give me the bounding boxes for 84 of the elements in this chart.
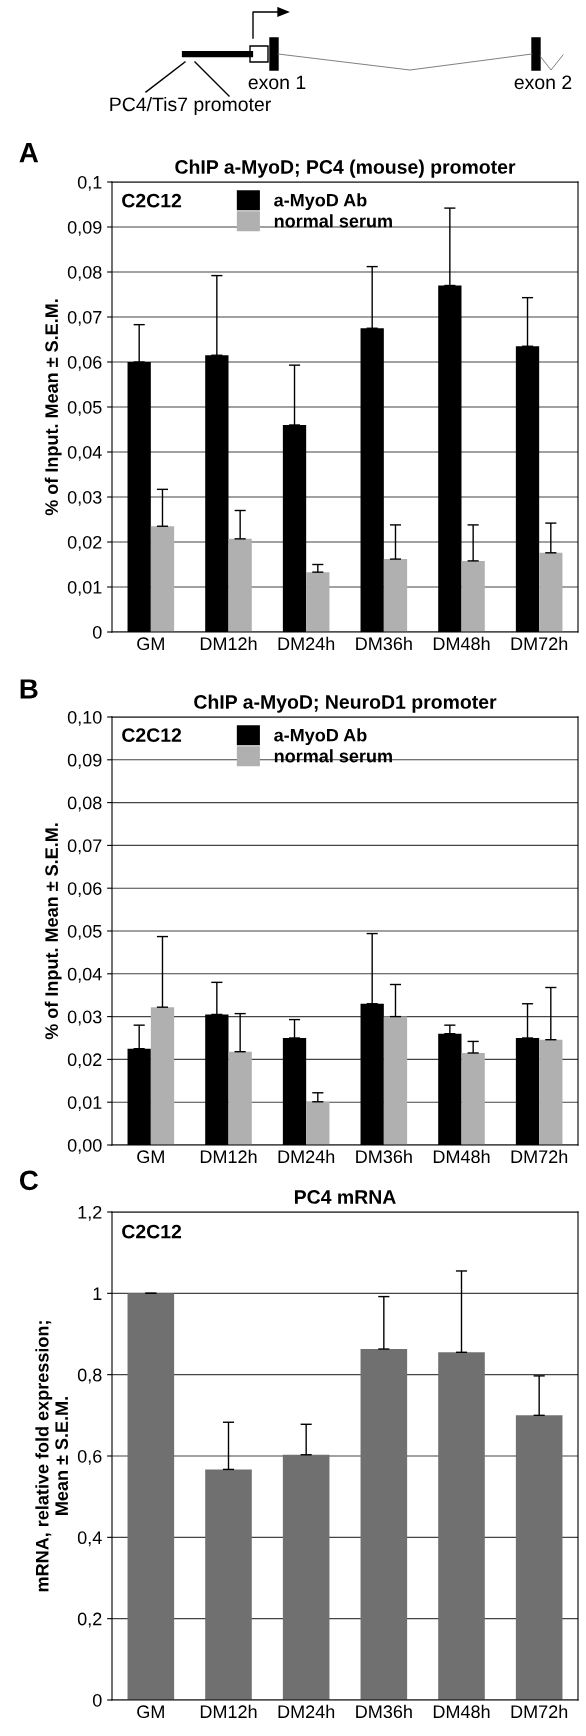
- x-tick-label: GM: [137, 1150, 164, 1164]
- bar: [282, 1454, 330, 1700]
- text: A: [19, 143, 39, 163]
- annotation: C2C12: [122, 728, 182, 742]
- y-tick-label: 0,05: [67, 924, 102, 940]
- legend-label: normal serum: [274, 749, 392, 763]
- x-tick-label: DM24h: [278, 1704, 335, 1718]
- y-tick-label: 0,03: [67, 1010, 102, 1026]
- text: exon 1: [248, 75, 306, 90]
- legend-label: a-MyoD Ab: [274, 728, 367, 746]
- y-tick-label: 0,02: [67, 1053, 102, 1069]
- x-tick-label: DM48h: [433, 1704, 490, 1719]
- bar: [127, 1293, 175, 1700]
- x-tick-label: DM36h: [356, 1149, 412, 1164]
- x-tick-label: DM72h: [511, 1704, 568, 1718]
- y-tick-label: 0,07: [67, 839, 102, 855]
- x-tick-label: DM24h: [278, 1149, 335, 1163]
- text: PC4/Tis7 promoter: [110, 96, 271, 116]
- bar: [306, 572, 330, 632]
- y-tick-label: 0,04: [67, 445, 102, 461]
- annotation: C2C12: [122, 1224, 182, 1239]
- bar: [539, 552, 563, 632]
- bar: [515, 1415, 563, 1700]
- chart-title: ChIP a-MyoD; PC4 (mouse) promoter: [175, 159, 516, 178]
- x-tick-label: DM72h: [511, 1149, 568, 1163]
- y-tick-label: 0: [92, 1693, 102, 1707]
- bar: [461, 1052, 485, 1145]
- x-tick-label: DM48h: [433, 636, 490, 651]
- y-tick-label: 0,09: [67, 753, 102, 769]
- bar: [150, 1007, 175, 1145]
- x-tick-label: DM24h: [278, 636, 335, 650]
- x-tick-label: DM72h: [511, 636, 568, 650]
- y-tick-label: 0,02: [67, 535, 102, 551]
- x-tick-label: DM36h: [356, 1704, 412, 1719]
- y-tick-label: 0,1: [77, 175, 102, 191]
- y-tick-label: 0,4: [77, 1531, 102, 1547]
- text: exon 2: [514, 75, 572, 90]
- chart-title: PC4 mRNA: [294, 1190, 396, 1204]
- y-tick-label: 0,07: [67, 310, 102, 326]
- y-tick-label: 0,6: [77, 1449, 102, 1465]
- y-axis-title: mRNA, relative fold expression; Mean ± S.E.M.: [35, 1321, 69, 1592]
- y-tick-label: 0: [92, 625, 102, 639]
- y-tick-label: 0,06: [67, 355, 102, 371]
- y-axis-title: % of Input. Mean ± S.E.M.: [44, 299, 62, 516]
- bar: [306, 1101, 330, 1145]
- y-tick-label: 0,05: [67, 400, 102, 416]
- y-tick-label: 0,8: [77, 1368, 102, 1384]
- bar: [228, 1051, 252, 1145]
- legend-label: a-MyoD Ab: [274, 193, 367, 211]
- x-tick-label: GM: [137, 1705, 164, 1719]
- bar: [228, 538, 252, 632]
- chart-title: ChIP a-MyoD; NeuroD1 promoter: [194, 694, 497, 713]
- bar: [383, 1016, 408, 1145]
- annotation: C2C12: [122, 193, 182, 208]
- text: B: [20, 679, 38, 699]
- y-tick-label: 0,08: [67, 265, 102, 281]
- bar: [150, 526, 175, 632]
- y-tick-label: 1: [93, 1287, 102, 1300]
- x-tick-label: DM12h: [200, 1704, 257, 1718]
- y-tick-label: 0,01: [67, 1096, 102, 1112]
- text: C: [19, 1170, 39, 1191]
- bar: [383, 559, 408, 632]
- bar: [205, 1469, 252, 1700]
- x-tick-label: DM12h: [200, 1149, 257, 1163]
- y-tick-label: 0,03: [67, 490, 102, 506]
- y-tick-label: 1,2: [78, 1205, 102, 1221]
- x-tick-label: DM12h: [200, 636, 257, 650]
- bar: [461, 560, 485, 632]
- y-tick-label: 0,04: [67, 967, 102, 983]
- bar: [539, 1039, 563, 1145]
- y-tick-label: 0,10: [67, 710, 102, 726]
- bar: [438, 1352, 485, 1700]
- bar: [360, 1349, 408, 1700]
- y-tick-label: 0,00: [67, 1138, 102, 1154]
- x-tick-label: GM: [137, 637, 164, 651]
- y-tick-label: 0,08: [67, 796, 102, 812]
- y-tick-label: 0,09: [67, 220, 102, 236]
- y-tick-label: 0,2: [77, 1612, 102, 1628]
- legend-label: normal serum: [274, 214, 392, 228]
- y-tick-label: 0,01: [67, 580, 102, 596]
- y-tick-label: 0,06: [67, 882, 102, 898]
- y-axis-title: % of Input. Mean ± S.E.M.: [44, 823, 62, 1040]
- x-tick-label: DM36h: [356, 636, 412, 651]
- x-tick-label: DM48h: [433, 1149, 490, 1164]
